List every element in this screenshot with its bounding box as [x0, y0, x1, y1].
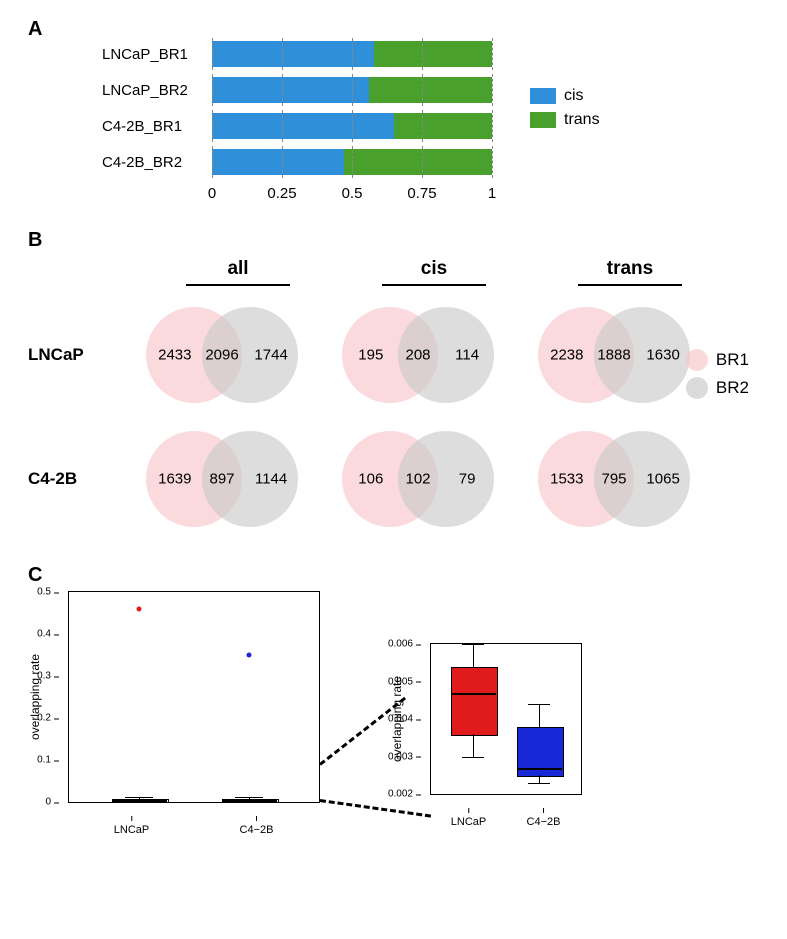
venn-row: C4-2B 1639 897 1144 106 102 79 1533 795 1065 [28, 424, 759, 534]
bar-segment-trans [369, 77, 492, 103]
legend-br1-label: BR1 [716, 350, 749, 370]
panel-c-label: C [28, 564, 759, 587]
legend-br2: BR2 [686, 377, 749, 399]
bar-label: LNCaP_BR1 [102, 46, 212, 63]
venn-right-value: 1144 [255, 471, 287, 488]
bar-row: C4-2B_BR2 [102, 149, 492, 175]
venn-mid-value: 795 [601, 471, 626, 488]
venn-mid-value: 897 [209, 471, 234, 488]
swatch-trans [530, 112, 556, 128]
panel-a-body: LNCaP_BR1 LNCaP_BR2 C4-2B_BR1 C4-2B_BR2 00.… [28, 41, 759, 205]
boxplot-main: overlapping rate 00.10.20.30.40.5LNCaPC4… [68, 591, 320, 803]
venn-left-value: 2238 [550, 347, 583, 364]
ylab-main: overlapping rate [28, 654, 42, 740]
venn-mid-value: 2096 [205, 347, 238, 364]
venn-right-value: 1744 [254, 347, 287, 364]
venn-left-value: 1639 [158, 471, 191, 488]
bar-chart: LNCaP_BR1 LNCaP_BR2 C4-2B_BR1 C4-2B_BR2 00.… [102, 41, 492, 205]
venn-cell: 2238 1888 1630 [524, 300, 704, 410]
swatch-cis [530, 88, 556, 104]
legend-cis-label: cis [564, 87, 584, 105]
bar-segment-trans [374, 41, 492, 67]
bar-row: LNCaP_BR1 [102, 41, 492, 67]
venn-right-value: 114 [455, 347, 479, 364]
venn-row-head: C4-2B [28, 469, 132, 489]
venn-mid-value: 102 [405, 471, 430, 488]
venn-mid-value: 1888 [597, 347, 630, 364]
column-head: cis [344, 258, 524, 286]
box [451, 667, 498, 737]
venn-cell: 2433 2096 1744 [132, 300, 312, 410]
figure-page: A LNCaP_BR1 LNCaP_BR2 C4-2B_BR1 C4-2B_BR2 0… [0, 0, 787, 939]
panel-a-label: A [28, 18, 759, 41]
dot-br2 [686, 377, 708, 399]
bar-segment-trans [344, 149, 492, 175]
bar-segment-cis [212, 113, 394, 139]
venn-left-value: 106 [358, 471, 383, 488]
panel-b-legend: BR1 BR2 [686, 349, 749, 405]
venn-cell: 1533 795 1065 [524, 424, 704, 534]
venn-left-value: 1533 [550, 471, 583, 488]
panel-c: C overlapping rate 00.10.20.30.40.5LNCaP… [28, 564, 759, 803]
bar-strip [212, 77, 492, 103]
dot-br1 [686, 349, 708, 371]
bar-segment-cis [212, 149, 344, 175]
bar-label: LNCaP_BR2 [102, 82, 212, 99]
outlier-point [137, 606, 142, 611]
legend-br1: BR1 [686, 349, 749, 371]
bar-x-axis: 00.250.50.751 [212, 175, 492, 205]
venn-right-value: 1630 [646, 347, 679, 364]
legend-br2-label: BR2 [716, 378, 749, 398]
venn-rows: LNCaP 2433 2096 1744 195 208 114 2238 1888 1630 C4… [28, 300, 759, 534]
boxplot-inset: overlapping rate 0.0020.0030.0040.0050.0… [430, 643, 582, 795]
venn-left-value: 195 [358, 347, 383, 364]
venn-cell: 195 208 114 [328, 300, 508, 410]
column-head: trans [540, 258, 720, 286]
venn-right-value: 79 [459, 471, 476, 488]
bar-strip [212, 113, 492, 139]
bar-row: C4-2B_BR1 [102, 113, 492, 139]
venn-row: LNCaP 2433 2096 1744 195 208 114 2238 1888 1630 [28, 300, 759, 410]
bar-strip [212, 41, 492, 67]
legend-trans: trans [530, 111, 600, 129]
panel-b-label: B [28, 229, 759, 252]
legend-cis: cis [530, 87, 600, 105]
panel-a-legend: cis trans [530, 87, 600, 135]
bar-row: LNCaP_BR2 [102, 77, 492, 103]
zoom-connector-bottom [320, 799, 431, 818]
bar-label: C4-2B_BR1 [102, 118, 212, 135]
venn-left-value: 2433 [158, 347, 191, 364]
panel-b-column-heads: allcis trans [148, 258, 759, 286]
venn-row-head: LNCaP [28, 345, 132, 365]
bar-segment-cis [212, 41, 374, 67]
panel-b: B allcis trans LNCaP 2433 2096 1744 195 208 114… [28, 229, 759, 534]
bar-strip [212, 149, 492, 175]
panel-a: A LNCaP_BR1 LNCaP_BR2 C4-2B_BR1 C4-2B_BR2 0… [28, 18, 759, 205]
bar-segment-cis [212, 77, 369, 103]
bar-label: C4-2B_BR2 [102, 154, 212, 171]
bar-segment-trans [394, 113, 492, 139]
venn-cell: 106 102 79 [328, 424, 508, 534]
outlier-point [247, 653, 252, 658]
panel-c-body: overlapping rate 00.10.20.30.40.5LNCaPC4… [68, 591, 759, 803]
column-head: all [148, 258, 328, 286]
venn-right-value: 1065 [646, 471, 679, 488]
legend-trans-label: trans [564, 111, 600, 129]
venn-mid-value: 208 [405, 347, 430, 364]
venn-cell: 1639 897 1144 [132, 424, 312, 534]
